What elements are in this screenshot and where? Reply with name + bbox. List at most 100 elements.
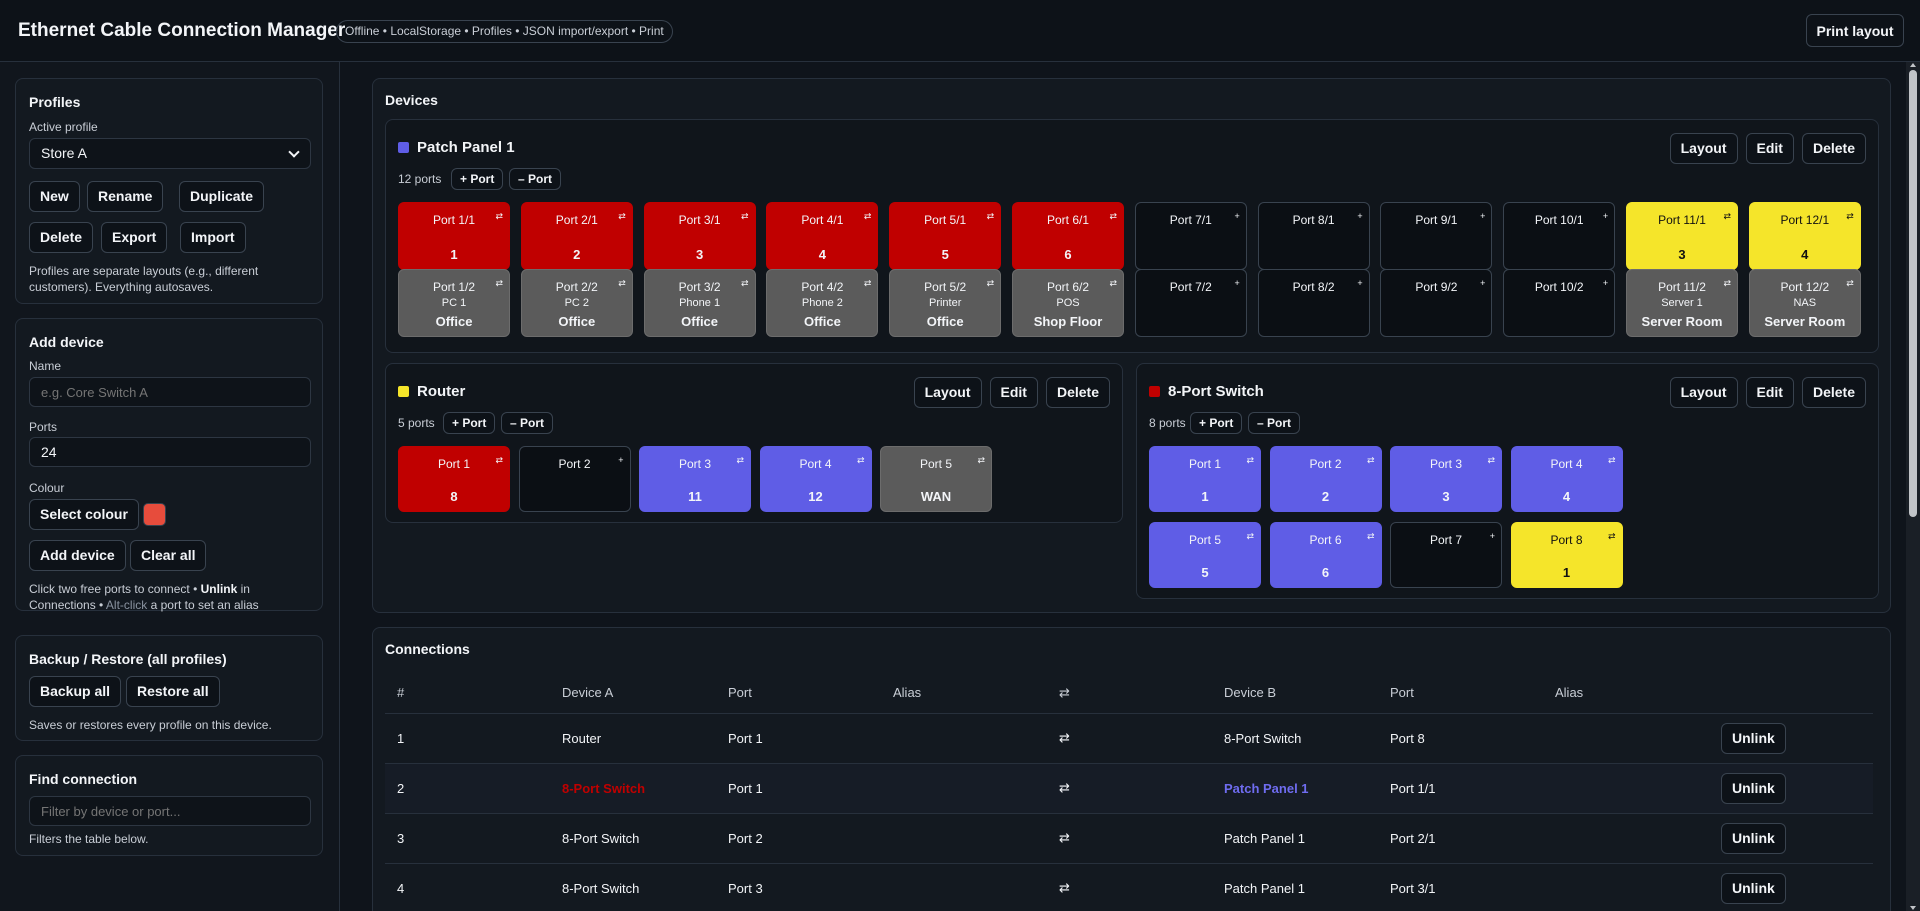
port-tile[interactable]: Port 7 + bbox=[1390, 522, 1502, 588]
port-tile[interactable]: Port 1/1 ⇄ 1 bbox=[398, 202, 510, 270]
rename-profile-button[interactable]: Rename bbox=[87, 181, 164, 212]
layout-button[interactable]: Layout bbox=[1669, 133, 1738, 164]
edit-button[interactable]: Edit bbox=[1745, 377, 1794, 408]
port-tile[interactable]: Port 2/1 ⇄ 2 bbox=[520, 202, 633, 270]
delete-button[interactable]: Delete bbox=[1801, 377, 1866, 408]
delete-button[interactable]: Delete bbox=[1045, 377, 1110, 408]
select-colour-button[interactable]: Select colour bbox=[29, 499, 139, 530]
port-name: Port 3/1 bbox=[678, 213, 721, 227]
add-port-button[interactable]: + Port bbox=[451, 168, 504, 190]
link-icon: ⇄ bbox=[1846, 278, 1854, 288]
port-tile[interactable]: Port 3/1 ⇄ 3 bbox=[643, 202, 756, 270]
ports-input[interactable]: 24 bbox=[29, 437, 311, 467]
add-port-button[interactable]: + Port bbox=[443, 412, 496, 434]
remove-port-button[interactable]: – Port bbox=[509, 168, 562, 190]
port-tile[interactable]: Port 6/2 ⇄ POS Shop Floor bbox=[1012, 269, 1124, 337]
port-tile[interactable]: Port 8/1 + bbox=[1257, 202, 1370, 270]
port-name: Port 5/1 bbox=[924, 213, 967, 227]
port-tile[interactable]: Port 7/2 + bbox=[1134, 269, 1247, 337]
add-device-button[interactable]: Add device bbox=[29, 540, 126, 571]
port-tile[interactable]: Port 5/1 ⇄ 5 bbox=[889, 202, 1002, 270]
port-tile[interactable]: Port 1 ⇄ 8 bbox=[398, 446, 510, 512]
port-tile[interactable]: Port 4 ⇄ 12 bbox=[759, 446, 872, 512]
remove-port-button[interactable]: – Port bbox=[1248, 412, 1301, 434]
col-port-a: Port bbox=[716, 673, 881, 714]
add-port-button[interactable]: + Port bbox=[1190, 412, 1243, 434]
port-tile[interactable]: Port 4/2 ⇄ Phone 2 Office bbox=[766, 269, 879, 337]
sidebar: Profiles Active profile Store A New Rena… bbox=[0, 62, 340, 911]
port-tile[interactable]: Port 5/2 ⇄ Printer Office bbox=[889, 269, 1002, 337]
backup-all-button[interactable]: Backup all bbox=[29, 676, 122, 707]
unlink-button[interactable]: Unlink bbox=[1721, 772, 1786, 804]
device-color-dot bbox=[1149, 386, 1160, 397]
main-scrollbar[interactable] bbox=[1906, 62, 1920, 911]
connections-body: 1 Router Port 1 ⇄ 8-Port Switch Port 8 Unlink 2… bbox=[385, 713, 1873, 911]
scroll-down-icon[interactable] bbox=[1910, 906, 1916, 910]
find-connection-panel: Find connection Filters the table below. bbox=[15, 755, 323, 856]
port-tile[interactable]: Port 12/1 ⇄ 4 bbox=[1748, 202, 1861, 270]
find-connection-input[interactable] bbox=[29, 796, 311, 826]
export-profile-button[interactable]: Export bbox=[101, 222, 168, 253]
port-tile[interactable]: Port 2 + bbox=[518, 446, 631, 512]
port-tile[interactable]: Port 5 ⇄ WAN bbox=[880, 446, 992, 512]
unlink-button[interactable]: Unlink bbox=[1721, 822, 1786, 854]
port-tile[interactable]: Port 1 ⇄ 1 bbox=[1149, 446, 1261, 512]
device-port-count: 8 ports bbox=[1149, 416, 1186, 430]
port-tile[interactable]: Port 4 ⇄ 4 bbox=[1510, 446, 1623, 512]
port-tile[interactable]: Port 3/2 ⇄ Phone 1 Office bbox=[643, 269, 756, 337]
edit-button[interactable]: Edit bbox=[1745, 133, 1794, 164]
restore-all-button[interactable]: Restore all bbox=[126, 676, 220, 707]
port-tile[interactable]: Port 8 ⇄ 1 bbox=[1510, 522, 1623, 588]
col-alias-a: Alias bbox=[881, 673, 1047, 714]
unlink-button[interactable]: Unlink bbox=[1721, 872, 1786, 904]
delete-profile-button[interactable]: Delete bbox=[29, 222, 94, 253]
layout-button[interactable]: Layout bbox=[1669, 377, 1738, 408]
port-tile[interactable]: Port 4/1 ⇄ 4 bbox=[766, 202, 879, 270]
duplicate-profile-button[interactable]: Duplicate bbox=[179, 181, 265, 212]
edit-button[interactable]: Edit bbox=[989, 377, 1038, 408]
layout-button[interactable]: Layout bbox=[913, 377, 982, 408]
col-device-a: Device A bbox=[550, 673, 716, 714]
port-tile[interactable]: Port 10/1 + bbox=[1503, 202, 1616, 270]
colour-swatch[interactable] bbox=[143, 503, 166, 526]
print-layout-button[interactable]: Print layout bbox=[1806, 14, 1904, 47]
port-tile[interactable]: Port 1/2 ⇄ PC 1 Office bbox=[398, 269, 510, 337]
remove-port-button[interactable]: – Port bbox=[501, 412, 554, 434]
delete-button[interactable]: Delete bbox=[1801, 133, 1866, 164]
port-tile[interactable]: Port 10/2 + bbox=[1503, 269, 1616, 337]
port-tile[interactable]: Port 2/2 ⇄ PC 2 Office bbox=[520, 269, 633, 337]
link-icon: ⇄ bbox=[1366, 531, 1375, 541]
port-tile[interactable]: Port 2 ⇄ 2 bbox=[1269, 446, 1382, 512]
alias-b bbox=[1543, 713, 1709, 764]
port-name: Port 6/2 bbox=[1046, 280, 1090, 294]
import-profile-button[interactable]: Import bbox=[180, 222, 246, 253]
port-tile[interactable]: Port 7/1 + bbox=[1134, 202, 1247, 270]
port-tile[interactable]: Port 8/2 + bbox=[1257, 269, 1370, 337]
plus-icon: + bbox=[1234, 278, 1240, 288]
port-alias: Phone 2 bbox=[801, 297, 843, 309]
port-tile[interactable]: Port 6/1 ⇄ 6 bbox=[1012, 202, 1124, 270]
row-actions: Unlink bbox=[1709, 813, 1873, 864]
scroll-up-icon[interactable] bbox=[1910, 63, 1916, 67]
port-tile[interactable]: Port 3 ⇄ 3 bbox=[1390, 446, 1502, 512]
port-tile[interactable]: Port 3 ⇄ 11 bbox=[639, 446, 751, 512]
device-port-count: 12 ports bbox=[398, 172, 442, 186]
port-name: Port 6/1 bbox=[1046, 213, 1090, 227]
port-tile[interactable]: Port 5 ⇄ 5 bbox=[1149, 522, 1261, 588]
clear-all-button[interactable]: Clear all bbox=[130, 540, 207, 571]
unlink-button[interactable]: Unlink bbox=[1721, 722, 1786, 754]
new-profile-button[interactable]: New bbox=[29, 181, 80, 212]
device-a: 8-Port Switch bbox=[550, 763, 716, 814]
active-profile-select[interactable]: Store A bbox=[29, 138, 311, 169]
scrollbar-thumb[interactable] bbox=[1909, 70, 1917, 517]
port-tile[interactable]: Port 11/2 ⇄ Server 1 Server Room bbox=[1626, 269, 1738, 337]
device-name-input[interactable] bbox=[29, 377, 311, 407]
port-tile[interactable]: Port 11/1 ⇄ 3 bbox=[1626, 202, 1738, 270]
port-value: 1 bbox=[1201, 489, 1209, 504]
port-tile[interactable]: Port 9/2 + bbox=[1380, 269, 1493, 337]
port-tile[interactable]: Port 12/2 ⇄ NAS Server Room bbox=[1748, 269, 1861, 337]
port-tile[interactable]: Port 6 ⇄ 6 bbox=[1269, 522, 1382, 588]
port-name: Port 3 bbox=[678, 457, 711, 471]
port-tile[interactable]: Port 9/1 + bbox=[1380, 202, 1493, 270]
device-8-port-switch: 8-Port Switch 8 ports + Port – Port Layo… bbox=[1136, 363, 1879, 599]
